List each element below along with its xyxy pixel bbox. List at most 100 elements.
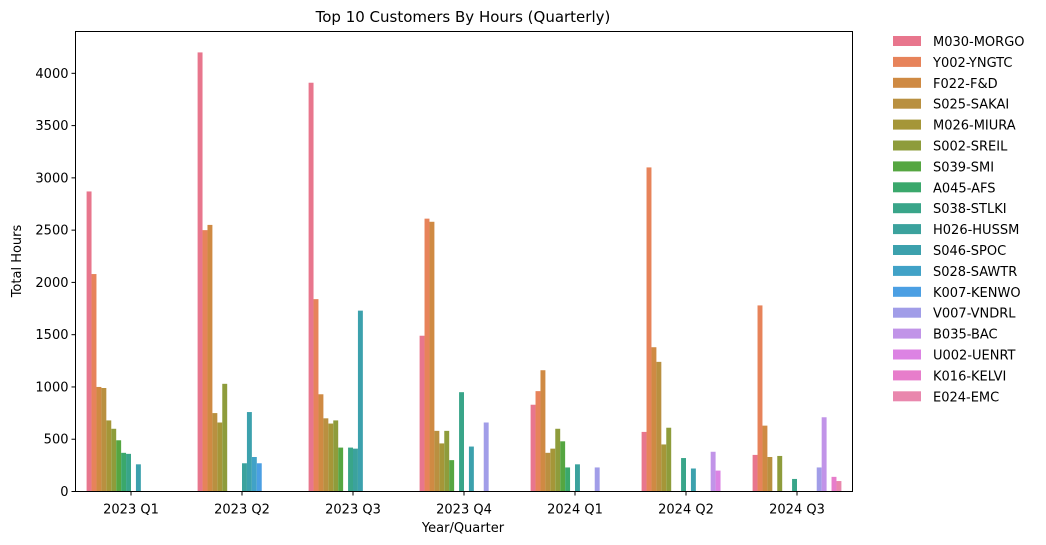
bar-s046-spoc-2024-q2 [690,468,696,492]
y-tick-label: 1500 [35,328,68,343]
bar-s025-sakai-2024-q1 [545,452,551,492]
legend-label: S025-SAKAI [933,98,1009,113]
legend-label: A045-AFS [933,181,996,196]
x-axis-title: Year/Quarter [421,521,505,536]
legend-swatch [893,349,921,360]
bar-m026-miura-2023-q2 [217,422,223,492]
x-axis: 2023 Q1 2023 Q2 2023 Q3 2023 Q4 2024 Q1 2024 … [103,491,825,518]
legend-item-e024-emc: E024-EMC [893,390,999,405]
legend-swatch [893,182,921,193]
bar-m030-morgo-2024-q2 [641,431,647,492]
bar-s025-sakai-2023-q4 [434,430,440,492]
bar-y002-yngtc-2024-q3 [757,305,763,492]
bar-u002-uenrt-2024-q2 [715,470,721,492]
x-tick-label: 2024 Q3 [769,503,825,518]
y-tick-label: 4000 [35,67,68,82]
bar-y002-yngtc-2023-q4 [424,218,430,492]
y-tick-label: 1000 [35,380,68,395]
bar-m026-miura-2023-q3 [328,423,334,492]
bar-s025-sakai-2023-q3 [323,418,329,492]
legend-item-s002-sreil: S002-SREIL [893,140,1008,155]
bar-m026-miura-2024-q1 [550,448,556,492]
bar-s025-sakai-2024-q3 [767,457,773,492]
legend-swatch [893,119,921,130]
bar-b035-bac-2024-q2 [710,451,716,492]
legend-item-m030-morgo: M030-MORGO [893,35,1025,50]
bar-s038-stlki-2023-q3 [348,447,353,492]
y-axis-title: Total Hours [10,224,25,298]
bar-m026-miura-2023-q4 [439,443,445,492]
y-tick-label: 3500 [35,119,68,134]
legend-item-h026-hussm: H026-HUSSM [893,223,1019,238]
legend-swatch [893,286,921,297]
legend-item-v007-vndrl: V007-VNDRL [893,307,1016,322]
bar-y002-yngtc-2024-q2 [646,167,652,492]
bar-f022-f-d-2023-q3 [318,394,324,492]
bar-f022-f-d-2023-q1 [96,386,102,492]
legend-label: E024-EMC [933,390,999,405]
bar-s002-sreil-2024-q2 [666,427,672,492]
legend-item-f022-f-d: F022-F&D [893,77,998,92]
bar-s002-sreil-2024-q3 [777,455,783,492]
legend-swatch [893,245,921,255]
bar-s039-smi-2023-q3 [338,447,344,492]
legend-item-y002-yngtc: Y002-YNGTC [893,56,1012,71]
legend-item-k016-kelvi: K016-KELVI [893,369,1006,384]
y-tick-label: 3000 [35,171,68,186]
bar-s002-sreil-2024-q1 [555,428,561,492]
legend-label: M030-MORGO [933,35,1025,50]
bar-m030-morgo-2024-q1 [530,404,536,492]
bar-s025-sakai-2024-q2 [656,361,662,492]
legend-label: B035-BAC [933,328,998,343]
legend-swatch [893,98,921,109]
bar-y002-yngtc-2023-q1 [91,274,97,492]
bars-layer [86,52,842,492]
bar-k016-kelvi-2024-q3 [831,476,837,492]
legend-item-b035-bac: B035-BAC [893,328,998,343]
legend-label: Y002-YNGTC [932,56,1012,71]
legend-swatch [893,77,921,88]
bar-s038-stlki-2024-q2 [681,458,686,492]
legend-label: S002-SREIL [933,140,1008,155]
legend-swatch [893,140,921,151]
legend-item-s038-stlki: S038-STLKI [893,202,1007,217]
bar-f022-f-d-2024-q1 [540,370,546,492]
legend-swatch [893,161,921,172]
legend-item-s039-smi: S039-SMI [893,160,994,175]
legend-swatch [893,224,921,235]
bar-h026-hussm-2024-q1 [575,464,580,492]
bar-m026-miura-2024-q2 [661,444,667,492]
legend-item-s046-spoc: S046-SPOC [893,244,1006,259]
bar-v007-vndrl-2023-q4 [483,422,489,492]
bar-e024-emc-2024-q3 [836,481,842,492]
x-tick-label: 2023 Q1 [103,503,159,518]
bar-v007-vndrl-2024-q1 [594,467,600,492]
bar-f022-f-d-2023-q4 [429,221,435,492]
bar-m026-miura-2023-q1 [106,420,112,492]
bar-s002-sreil-2023-q3 [333,420,339,492]
bar-s046-spoc-2023-q3 [357,310,363,492]
x-tick-label: 2023 Q3 [325,503,381,518]
bar-f022-f-d-2024-q2 [651,347,657,492]
legend-item-s025-sakai: S025-SAKAI [893,98,1009,113]
bar-s002-sreil-2023-q4 [444,430,450,492]
legend-label: S028-SAWTR [933,265,1017,280]
legend-label: F022-F&D [933,77,998,92]
bar-f022-f-d-2024-q3 [762,425,768,492]
y-tick-label: 2000 [35,276,68,291]
legend-label: S038-STLKI [933,202,1007,217]
x-tick-label: 2024 Q2 [658,503,714,518]
bar-s038-stlki-2023-q4 [459,392,464,492]
legend-label: V007-VNDRL [933,307,1016,322]
legend-label: K007-KENWO [933,286,1021,301]
legend-swatch [893,56,921,67]
bar-s039-smi-2024-q1 [560,441,566,492]
bar-s025-sakai-2023-q2 [212,413,218,492]
bar-v007-vndrl-2024-q3 [816,467,822,492]
legend-label: U002-UENRT [933,349,1016,364]
y-tick-label: 500 [44,433,69,448]
bar-s039-smi-2023-q4 [449,460,455,492]
bar-k007-kenwo-2023-q2 [256,463,262,492]
